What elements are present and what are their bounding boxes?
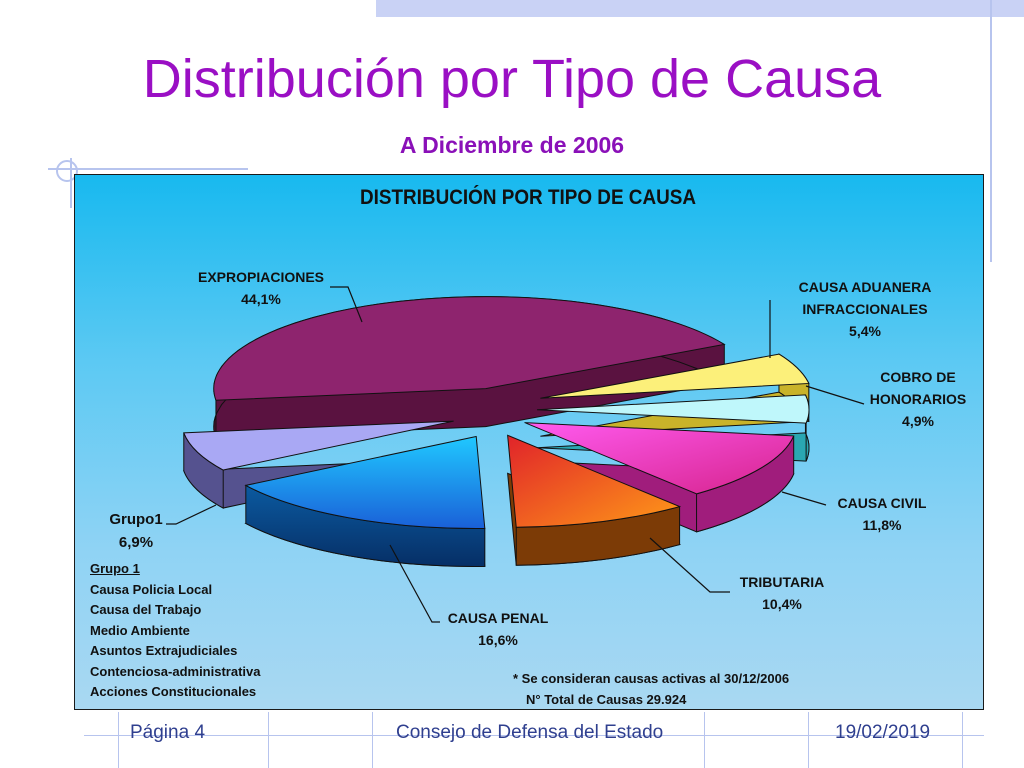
group1-legend-item: Acciones Constitucionales [90, 684, 257, 699]
label-aduanera-line1: CAUSA ADUANERA [798, 279, 932, 295]
label-honorarios-pct: 4,9% [902, 413, 934, 429]
footer-page-number: Página 4 [130, 722, 206, 743]
label-tributaria: TRIBUTARIA 10,4% [712, 571, 852, 615]
slide-subtitle: A Diciembre de 2006 [399, 132, 625, 158]
footer-sep-1 [118, 712, 119, 768]
label-grupo1-name: Grupo1 [109, 511, 163, 528]
label-penal-name: CAUSA PENAL [447, 610, 549, 626]
group1-legend-item: Asuntos Extrajudiciales [90, 643, 238, 658]
footer-sep-5 [808, 712, 809, 768]
group1-legend-heading: Grupo 1 [90, 561, 140, 576]
footer-sep-6 [962, 712, 963, 768]
left-decor-line [70, 158, 72, 208]
label-penal-pct: 16,6% [478, 632, 518, 648]
label-honorarios-line1: COBRO DE [880, 369, 956, 385]
group1-legend-item: Contenciosa-administrativa [90, 663, 261, 679]
leader-penal [389, 544, 440, 623]
note-active-causes: * Se consideran causas activas al 30/12/… [513, 671, 790, 686]
right-decor-line [990, 0, 992, 262]
slice-top [507, 434, 682, 528]
label-aduanera-line2: INFRACCIONALES [802, 301, 928, 317]
label-aduanera-pct: 5,4% [849, 323, 881, 339]
label-honorarios: COBRO DE HONORARIOS 4,9% [850, 366, 986, 432]
label-expropiaciones: EXPROPIACIONES 44,1% [176, 266, 346, 310]
leader-honorarios [805, 385, 865, 405]
note-total-causes: N° Total de Causas 29.924 [526, 692, 687, 707]
pie-slice-tributaria [507, 434, 682, 566]
footer-sep-2 [268, 712, 269, 768]
footer-sep-4 [704, 712, 705, 768]
leader-tributaria [649, 537, 730, 593]
footer-organization: Consejo de Defensa del Estado [396, 722, 664, 743]
slice-top [540, 353, 810, 399]
footer-date: 19/02/2019 [835, 722, 931, 743]
label-tributaria-name: TRIBUTARIA [739, 574, 825, 590]
group1-legend: Grupo 1 Causa Policia Local Causa del Tr… [90, 559, 261, 703]
label-grupo1-pct: 6,9% [118, 534, 154, 551]
chart-title: DISTRIBUCIÓN POR TIPO DE CAUSA [359, 186, 697, 209]
leader-expropiaciones [330, 286, 363, 323]
left-decor-hline [48, 168, 248, 170]
label-civil-pct: 11,8% [862, 517, 902, 533]
label-civil-name: CAUSA CIVIL [837, 495, 927, 511]
slice-top [183, 420, 454, 471]
group1-legend-item: Causa del Trabajo [90, 602, 202, 617]
leader-civil [781, 491, 827, 506]
label-civil: CAUSA CIVIL 11,8% [812, 492, 952, 536]
left-decor-circle [56, 160, 78, 182]
top-accent-bar [376, 0, 1024, 17]
pie-slice-causa-penal [244, 435, 486, 567]
label-expropiaciones-pct: 44,1% [241, 291, 281, 307]
slice-top [524, 422, 795, 495]
label-penal: CAUSA PENAL 16,6% [426, 607, 570, 651]
pie-slice-expropiaciones [213, 296, 726, 439]
label-expropiaciones-name: EXPROPIACIONES [197, 269, 325, 285]
footer-sep-3 [372, 712, 373, 768]
slice-top [536, 394, 810, 424]
group1-legend-item: Causa Policia Local [90, 581, 213, 597]
leader-grupo1 [166, 504, 217, 525]
label-aduanera: CAUSA ADUANERA INFRACCIONALES 5,4% [780, 276, 950, 342]
group1-legend-item: Medio Ambiente [90, 622, 190, 638]
chart-area [74, 174, 984, 710]
slide-title: Distribución por Tipo de Causa [142, 49, 882, 109]
label-tributaria-pct: 10,4% [762, 596, 802, 612]
label-grupo1: Grupo1 6,9% [96, 508, 176, 554]
footer-line [84, 735, 984, 736]
slice-top [244, 435, 486, 529]
slice-top [213, 296, 726, 401]
label-honorarios-line2: HONORARIOS [869, 391, 967, 407]
